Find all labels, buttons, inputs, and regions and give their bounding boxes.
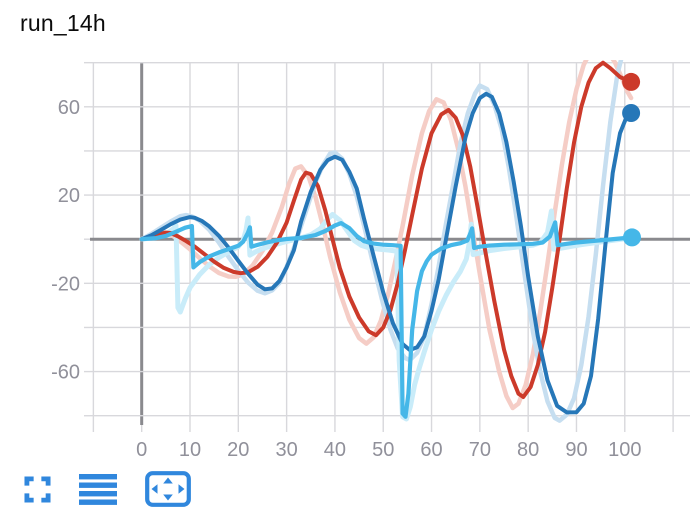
x-tick-label: 90 xyxy=(565,439,587,461)
fullscreen-button[interactable] xyxy=(24,471,51,507)
y-tick-label: 60 xyxy=(58,97,80,119)
fit-domain-button[interactable] xyxy=(145,471,191,507)
x-tick-label: 10 xyxy=(179,439,201,461)
x-tick-label: 60 xyxy=(420,439,442,461)
end-marker-cyan-smoothed xyxy=(623,228,641,247)
x-tick-label: 0 xyxy=(136,439,147,461)
chart-canvas[interactable]: 0 10 20 30 40 50 60 70 80 90 100 60 20 -20 -60 xyxy=(0,0,696,466)
fullscreen-icon xyxy=(24,475,51,503)
end-marker-red-smoothed xyxy=(622,72,641,91)
x-tick-label: 80 xyxy=(517,439,539,461)
x-tick-label: 40 xyxy=(324,439,346,461)
page-title: run_14h xyxy=(20,10,106,36)
x-tick-label: 100 xyxy=(608,439,641,461)
y-tick-label: -60 xyxy=(51,362,80,384)
end-marker-blue-smoothed xyxy=(622,104,641,122)
x-tick-label: 20 xyxy=(227,439,249,461)
x-tick-label: 30 xyxy=(275,439,297,461)
data-table-icon xyxy=(79,473,117,505)
y-tick-label: -20 xyxy=(51,273,80,295)
chart-toolbar xyxy=(24,471,191,507)
plot-area xyxy=(139,60,641,423)
y-tick-label: 20 xyxy=(58,185,80,207)
data-table-button[interactable] xyxy=(79,471,117,507)
fit-to-view-icon xyxy=(145,471,191,507)
x-tick-label: 50 xyxy=(372,439,394,461)
series-cyan-smoothed xyxy=(139,220,635,419)
x-tick-label: 70 xyxy=(469,439,491,461)
series-blue-raw xyxy=(139,60,624,423)
